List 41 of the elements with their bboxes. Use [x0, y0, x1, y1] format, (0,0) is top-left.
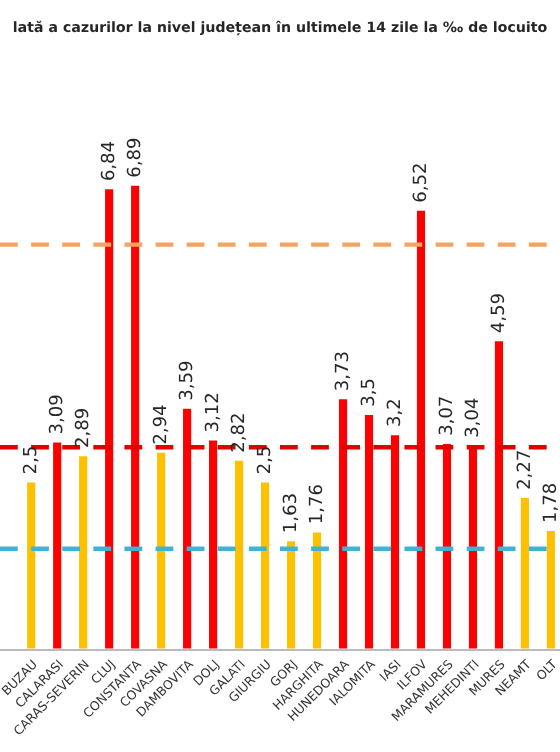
bar: [544, 528, 558, 650]
bar: [518, 495, 532, 650]
data-label: 3,5: [360, 379, 377, 406]
data-label: 2,5: [22, 447, 39, 474]
data-label: 2,82: [230, 414, 247, 452]
data-label: 2,89: [74, 409, 91, 447]
data-label: 3,12: [204, 394, 221, 432]
data-label: 3,2: [386, 400, 403, 426]
data-label: 2,27: [516, 451, 532, 489]
data-label: 3,59: [178, 361, 195, 400]
bar: [284, 538, 298, 650]
bar: [76, 453, 90, 650]
data-label: 6,84: [100, 141, 117, 180]
data-label: 2,94: [152, 405, 169, 444]
bar: [336, 396, 350, 650]
bar: [180, 406, 194, 650]
data-label: 3,07: [438, 397, 455, 435]
bar: [258, 479, 272, 650]
bar: [232, 458, 246, 650]
bar: [128, 183, 142, 650]
data-label: 1,78: [542, 484, 558, 521]
bar: [310, 529, 324, 650]
bar: [102, 186, 116, 650]
bar: [206, 437, 220, 650]
data-label: 3,73: [334, 352, 351, 390]
data-label: 6,89: [126, 138, 143, 177]
data-label: 1,76: [308, 485, 325, 523]
data-label: 3,04: [464, 398, 481, 437]
data-label: 2,5: [256, 447, 273, 474]
bar: [388, 432, 402, 650]
bar: [362, 412, 376, 650]
data-label: 3,09: [48, 395, 65, 434]
bar: [440, 441, 454, 650]
data-label: 1,63: [282, 494, 299, 532]
bar: [414, 208, 428, 650]
bar: [154, 449, 168, 650]
bar: [50, 439, 65, 650]
bar: [492, 338, 506, 650]
bar: [24, 479, 39, 650]
data-label: 6,52: [412, 164, 429, 202]
data-label: 4,59: [490, 294, 507, 333]
